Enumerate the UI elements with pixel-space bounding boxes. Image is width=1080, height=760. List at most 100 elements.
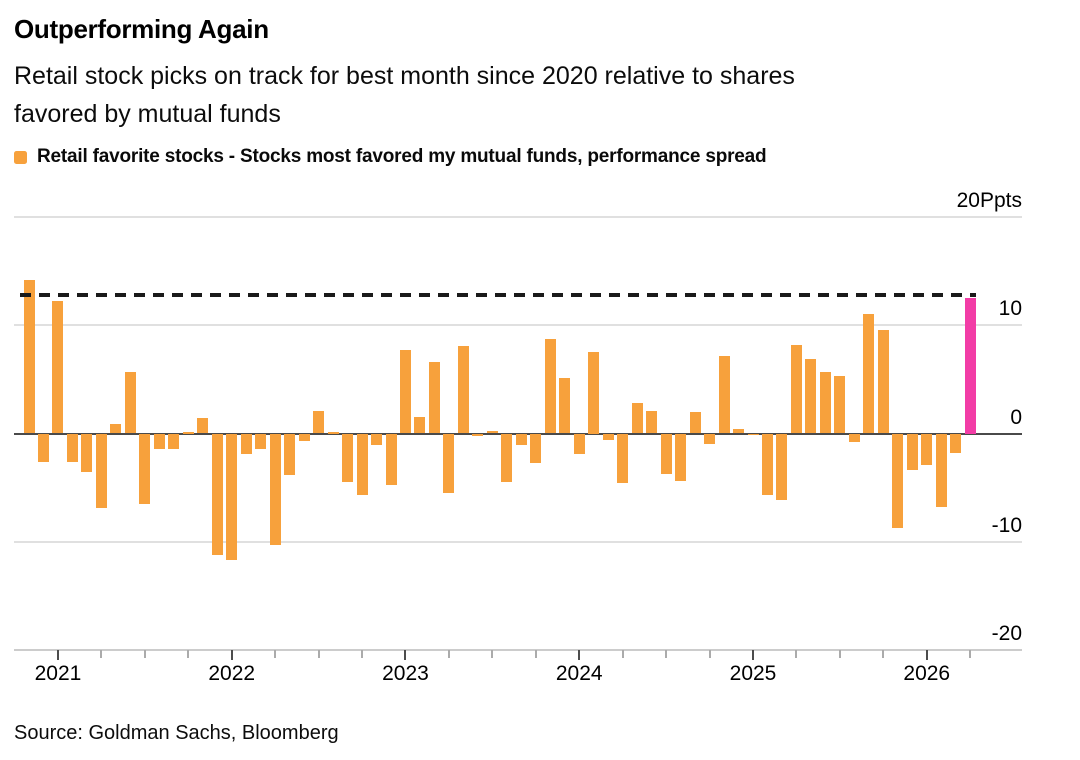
x-axis-year-label-2024: 2024 bbox=[555, 662, 603, 685]
gridline-10 bbox=[14, 324, 1022, 327]
bar-2025-02 bbox=[761, 433, 773, 496]
bar-2024-08 bbox=[675, 433, 687, 482]
x-axis-tick-major-2022-01 bbox=[230, 650, 233, 660]
bar-2022-07 bbox=[313, 410, 325, 434]
bar-2026-03 bbox=[950, 433, 962, 453]
bar-2022-12 bbox=[385, 433, 397, 486]
bar-2021-07 bbox=[139, 433, 151, 504]
subtitle-line-1: Retail stock picks on track for best mon… bbox=[14, 62, 795, 90]
x-axis-tick-minor-2021-04 bbox=[100, 650, 103, 658]
bar-2024-07 bbox=[660, 433, 672, 474]
bar-2022-11 bbox=[371, 433, 383, 446]
bar-2025-05 bbox=[805, 358, 817, 434]
gridline--10 bbox=[14, 540, 1022, 543]
bar-2026-02 bbox=[935, 433, 947, 508]
bar-2022-06 bbox=[298, 433, 310, 442]
bar-2023-01 bbox=[399, 350, 411, 434]
x-axis-year-label-2026: 2026 bbox=[903, 662, 951, 685]
y-axis-label-10: 10 bbox=[998, 297, 1022, 321]
bar-2021-08 bbox=[153, 433, 165, 449]
bar-2020-12 bbox=[37, 433, 49, 462]
bar-2021-10 bbox=[182, 432, 194, 434]
bar-2024-05 bbox=[631, 403, 643, 434]
x-axis-year-label-2025: 2025 bbox=[729, 662, 777, 685]
x-axis-year-label-2022: 2022 bbox=[208, 662, 256, 685]
bar-2025-11 bbox=[892, 433, 904, 528]
bar-2023-08 bbox=[501, 433, 513, 483]
legend: Retail favorite stocks - Stocks most fav… bbox=[14, 146, 767, 167]
bar-2024-06 bbox=[646, 410, 658, 434]
bar-2020-11 bbox=[23, 279, 35, 434]
bar-2024-12 bbox=[733, 429, 745, 434]
bar-2023-05 bbox=[457, 345, 469, 434]
bar-2024-01 bbox=[573, 433, 585, 455]
x-axis-tick-minor-2025-04 bbox=[795, 650, 798, 658]
x-axis-tick-minor-2025-10 bbox=[882, 650, 885, 658]
bar-2024-11 bbox=[718, 355, 730, 434]
x-axis-year-label-2021: 2021 bbox=[34, 662, 82, 685]
bar-2021-11 bbox=[197, 418, 209, 434]
bar-2021-02 bbox=[66, 433, 78, 462]
x-axis-tick-minor-2025-07 bbox=[838, 650, 841, 658]
x-axis-tick-major-2025-01 bbox=[752, 650, 754, 660]
bar-2023-09 bbox=[515, 433, 527, 446]
bar-2023-06 bbox=[472, 433, 484, 436]
bar-2024-09 bbox=[689, 411, 701, 434]
bar-2026-04 bbox=[964, 298, 976, 434]
x-axis-tick-minor-2024-10 bbox=[708, 650, 711, 658]
bar-2021-05 bbox=[110, 423, 122, 434]
gridline-20 bbox=[14, 216, 1022, 218]
x-axis-tick-minor-2023-07 bbox=[491, 650, 494, 658]
y-axis-label--20: -20 bbox=[991, 622, 1022, 645]
bar-2025-07 bbox=[834, 376, 846, 434]
bar-2022-03 bbox=[255, 433, 267, 449]
plot-area: 20Ppts 10 0 -10 -20 2021 2022 2023 2024 2025 2026 bbox=[14, 189, 1022, 685]
y-axis-label-0: 0 bbox=[1010, 405, 1022, 429]
bar-2021-09 bbox=[168, 433, 180, 449]
bar-2024-03 bbox=[602, 433, 614, 440]
bar-2023-02 bbox=[414, 417, 426, 434]
bar-2025-03 bbox=[776, 433, 788, 500]
bar-2021-01 bbox=[52, 301, 64, 434]
x-axis-tick-minor-2022-04 bbox=[274, 650, 277, 658]
x-axis-tick-minor-2022-07 bbox=[317, 650, 320, 658]
bar-2023-10 bbox=[530, 433, 542, 463]
bar-2026-01 bbox=[921, 433, 933, 465]
bar-2025-12 bbox=[906, 433, 918, 471]
x-axis-tick-minor-2021-10 bbox=[187, 650, 190, 658]
x-axis-year-label-2023: 2023 bbox=[382, 662, 429, 685]
bar-2025-10 bbox=[877, 329, 889, 434]
y-axis-label-20: 20Ppts bbox=[956, 189, 1022, 212]
x-axis-tick-minor-2026-04 bbox=[969, 650, 972, 658]
bar-2021-04 bbox=[95, 433, 107, 509]
source-text: Source: Goldman Sachs, Bloomberg bbox=[14, 722, 339, 744]
bar-2023-04 bbox=[443, 433, 455, 494]
x-axis-tick-minor-2021-07 bbox=[143, 650, 146, 658]
x-axis-tick-minor-2024-04 bbox=[621, 650, 624, 658]
bar-2021-03 bbox=[81, 433, 93, 473]
bar-2025-08 bbox=[848, 433, 860, 443]
bar-2023-11 bbox=[544, 339, 556, 434]
legend-swatch-icon bbox=[14, 150, 27, 164]
x-axis-tick-major-2021-01 bbox=[56, 650, 59, 660]
subtitle-line-2: favored by mutual funds bbox=[14, 100, 281, 128]
bar-2022-08 bbox=[327, 432, 339, 434]
bar-2022-01 bbox=[226, 433, 238, 561]
bar-2021-12 bbox=[211, 433, 223, 555]
bar-2023-12 bbox=[559, 378, 571, 434]
bar-2023-07 bbox=[486, 431, 498, 434]
bar-2024-02 bbox=[588, 352, 600, 434]
y-axis-label--10: -10 bbox=[991, 513, 1022, 537]
bar-2022-05 bbox=[284, 433, 296, 475]
legend-label: Retail favorite stocks - Stocks most fav… bbox=[37, 146, 767, 167]
bar-2022-10 bbox=[356, 433, 368, 496]
bar-2024-04 bbox=[617, 433, 629, 484]
bar-2022-04 bbox=[269, 433, 281, 545]
page-subtitle: Retail stock picks on track for best mon… bbox=[14, 57, 795, 133]
bar-2024-10 bbox=[704, 433, 716, 445]
x-axis-tick-minor-2023-10 bbox=[534, 650, 537, 658]
x-axis-tick-minor-2024-07 bbox=[665, 650, 668, 658]
bar-2025-09 bbox=[863, 314, 875, 434]
dashed-reference-line bbox=[20, 292, 976, 297]
